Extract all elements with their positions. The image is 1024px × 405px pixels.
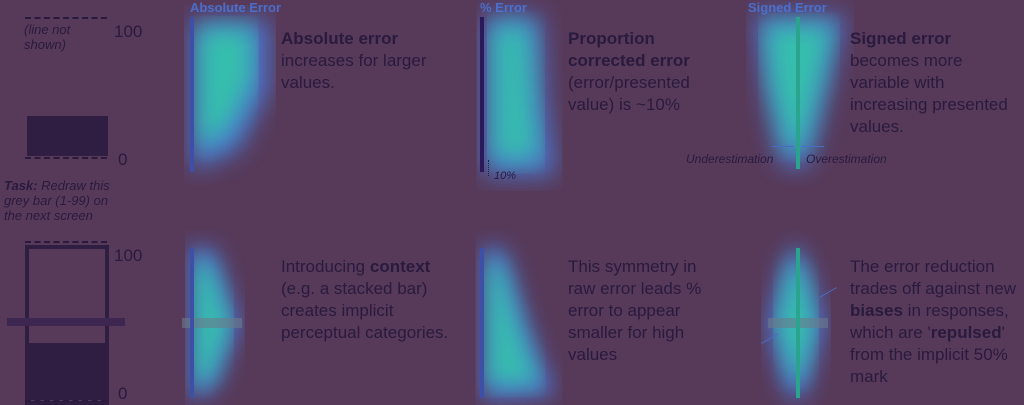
under-arrow [772,146,794,147]
pct-error-title: % Error [480,0,527,15]
tick-100-bottom: 100 [114,246,143,265]
dashed-top-line-bottom [25,241,107,243]
bot-pct-heatmap [483,245,555,400]
over-label: Overestimation [806,152,887,166]
bot-signed-bold2: repulsed [930,323,1002,342]
bot-pct-axis [480,248,484,398]
pct-tick-line [488,160,489,176]
signed-error-axis [796,17,800,169]
task-label: Task: [4,178,38,193]
dashed-top-line [25,17,107,19]
bot-abs-pre: Introducing [281,257,366,276]
bot-abs-rest: (e.g. a stacked bar) creates implicit pe… [281,279,449,342]
top-pct-bold: Proportion corrected error [568,29,690,70]
top-signed-bold: Signed error [850,29,952,48]
pct-error-axis [480,17,484,172]
midpoint-marker [7,318,125,326]
bot-abs-blurb: Introducing context (e.g. a stacked bar)… [281,256,456,344]
bot-abs-midpoint [182,318,242,328]
stacked-bar-fill [29,343,105,400]
over-arrow [802,146,824,147]
tick-0-top: 0 [118,150,128,169]
dashed-bottom-line [25,157,107,159]
line-note: (line not shown) [24,22,71,52]
top-signed-rest: becomes more variable with increasing pr… [850,51,1008,136]
bot-abs-axis [190,248,194,398]
abs-error-axis [190,17,194,172]
bot-abs-bold: context [369,257,431,276]
stimulus-bar [27,116,108,156]
tick-0-bottom: 0 [118,384,128,403]
bot-signed-pre: The error reduction trades off against n… [850,257,1017,298]
pct-tick-label: 10% [494,170,517,182]
under-label: Underestimation [686,152,774,166]
bot-signed-axis [796,248,800,398]
dashed-bottom-line-bottom [25,400,107,402]
pct-error-heatmap [484,15,555,175]
top-abs-bold: Absolute error [281,29,399,48]
bot-signed-post: ' from the implicit 50% mark [850,323,1008,386]
tick-100-top: 100 [114,22,143,41]
task-instruction: Task: Redraw this grey bar (1-99) on the… [4,178,124,223]
abs-error-heatmap [192,20,268,170]
abs-error-title: Absolute Error [190,0,282,15]
bot-signed-blurb: The error reduction trades off against n… [850,256,1022,388]
signed-error-title: Signed Error [748,0,827,15]
top-abs-blurb: Absolute error increases for larger valu… [281,28,451,94]
top-abs-rest: increases for larger values. [281,51,427,92]
top-pct-rest: (error/presented value) is ~10% [568,73,690,114]
bot-pct-blurb: This symmetry in raw error leads % error… [568,257,702,364]
top-pct-blurb: Proportion corrected error (error/presen… [568,28,728,116]
bot-signed-mid: in responses, which are ' [850,301,1009,342]
task-text: Redraw this grey bar (1-99) on the next … [4,178,110,223]
top-signed-blurb: Signed error becomes more variable with … [850,28,1022,138]
bot-signed-bold1: biases [850,301,903,320]
signed-error-heatmap [755,15,845,170]
